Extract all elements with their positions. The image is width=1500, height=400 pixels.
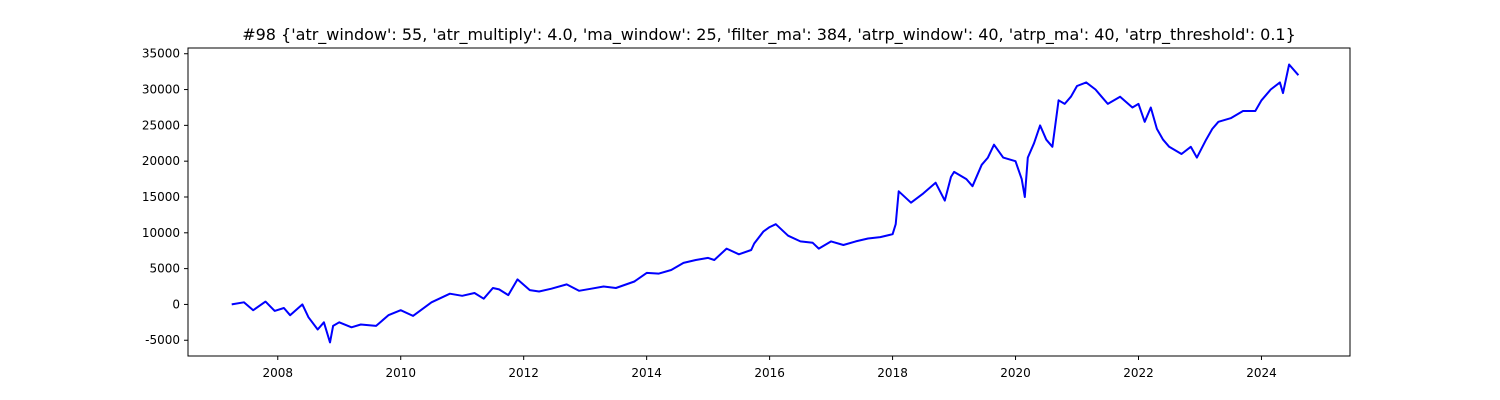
x-tick-label: 2020 bbox=[1000, 366, 1031, 380]
x-tick-label: 2024 bbox=[1246, 366, 1277, 380]
y-tick-label: 0 bbox=[172, 297, 180, 311]
x-tick-label: 2014 bbox=[631, 366, 662, 380]
x-tick-label: 2018 bbox=[877, 366, 908, 380]
x-tick-label: 2012 bbox=[508, 366, 539, 380]
y-axis: -5000 0 5000 10000 15000 20000 25000 30000 35000 bbox=[142, 47, 188, 347]
y-tick-label: 30000 bbox=[142, 83, 180, 97]
equity-series-line bbox=[231, 63, 1300, 344]
y-tick-label: 5000 bbox=[149, 262, 180, 276]
y-tick-label: 15000 bbox=[142, 190, 180, 204]
y-tick-label: 20000 bbox=[142, 154, 180, 168]
y-tick-label: 35000 bbox=[142, 47, 180, 61]
chart-title: #98 {'atr_window': 55, 'atr_multiply': 4… bbox=[242, 25, 1296, 45]
x-tick-label: 2022 bbox=[1123, 366, 1154, 380]
x-tick-label: 2010 bbox=[385, 366, 416, 380]
plot-frame bbox=[187, 47, 1351, 357]
y-tick-label: 25000 bbox=[142, 118, 180, 132]
y-tick-label: 10000 bbox=[142, 226, 180, 240]
x-axis: 2008 2010 2012 2014 2016 2018 2020 2022 2024 bbox=[262, 356, 1277, 380]
x-tick-label: 2008 bbox=[262, 366, 293, 380]
y-tick-label: -5000 bbox=[145, 333, 180, 347]
x-tick-label: 2016 bbox=[754, 366, 785, 380]
